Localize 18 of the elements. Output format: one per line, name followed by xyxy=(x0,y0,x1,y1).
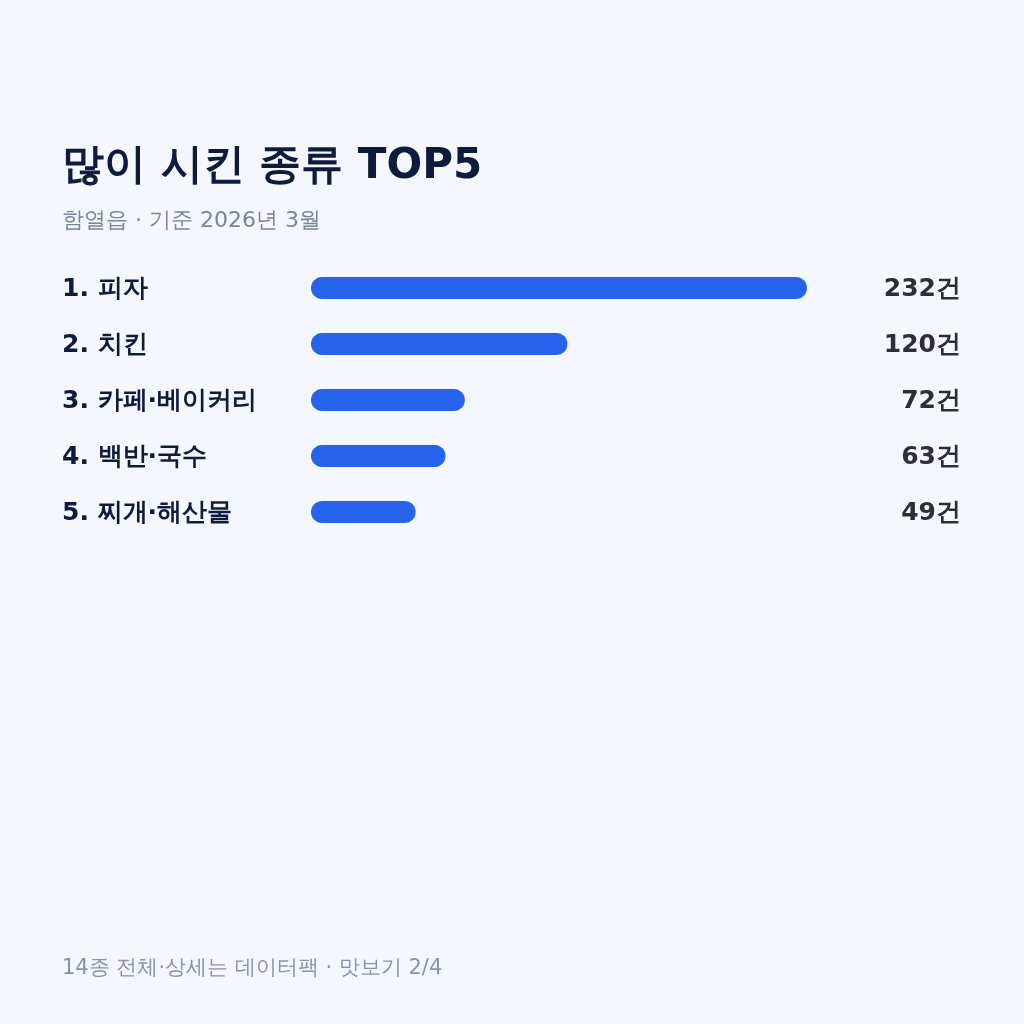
bar xyxy=(311,445,446,467)
y-tick-label: 4. 백반·국수 xyxy=(62,441,208,470)
data-label: 72건 xyxy=(901,385,961,414)
bar xyxy=(311,501,416,523)
y-tick-label: 5. 찌개·해산물 xyxy=(62,497,233,526)
bar xyxy=(311,389,465,411)
bar xyxy=(311,277,807,299)
text: 14종 전체·상세는 데이터팩 · 맛보기 2/4 xyxy=(62,955,443,979)
data-label: 63건 xyxy=(901,441,961,470)
data-label: 120건 xyxy=(883,329,961,358)
y-tick-label: 1. 피자 xyxy=(62,273,148,302)
y-tick-label: 2. 치킨 xyxy=(62,329,148,358)
chart-title: 많이 시킨 종류 TOP5 xyxy=(62,139,483,188)
y-tick-label: 3. 카페·베이커리 xyxy=(62,385,258,414)
chart-subtitle: 함열읍 · 기준 2026년 3월 xyxy=(62,207,321,232)
data-label: 49건 xyxy=(901,497,961,526)
data-label: 232건 xyxy=(883,273,961,302)
bar xyxy=(311,333,568,355)
